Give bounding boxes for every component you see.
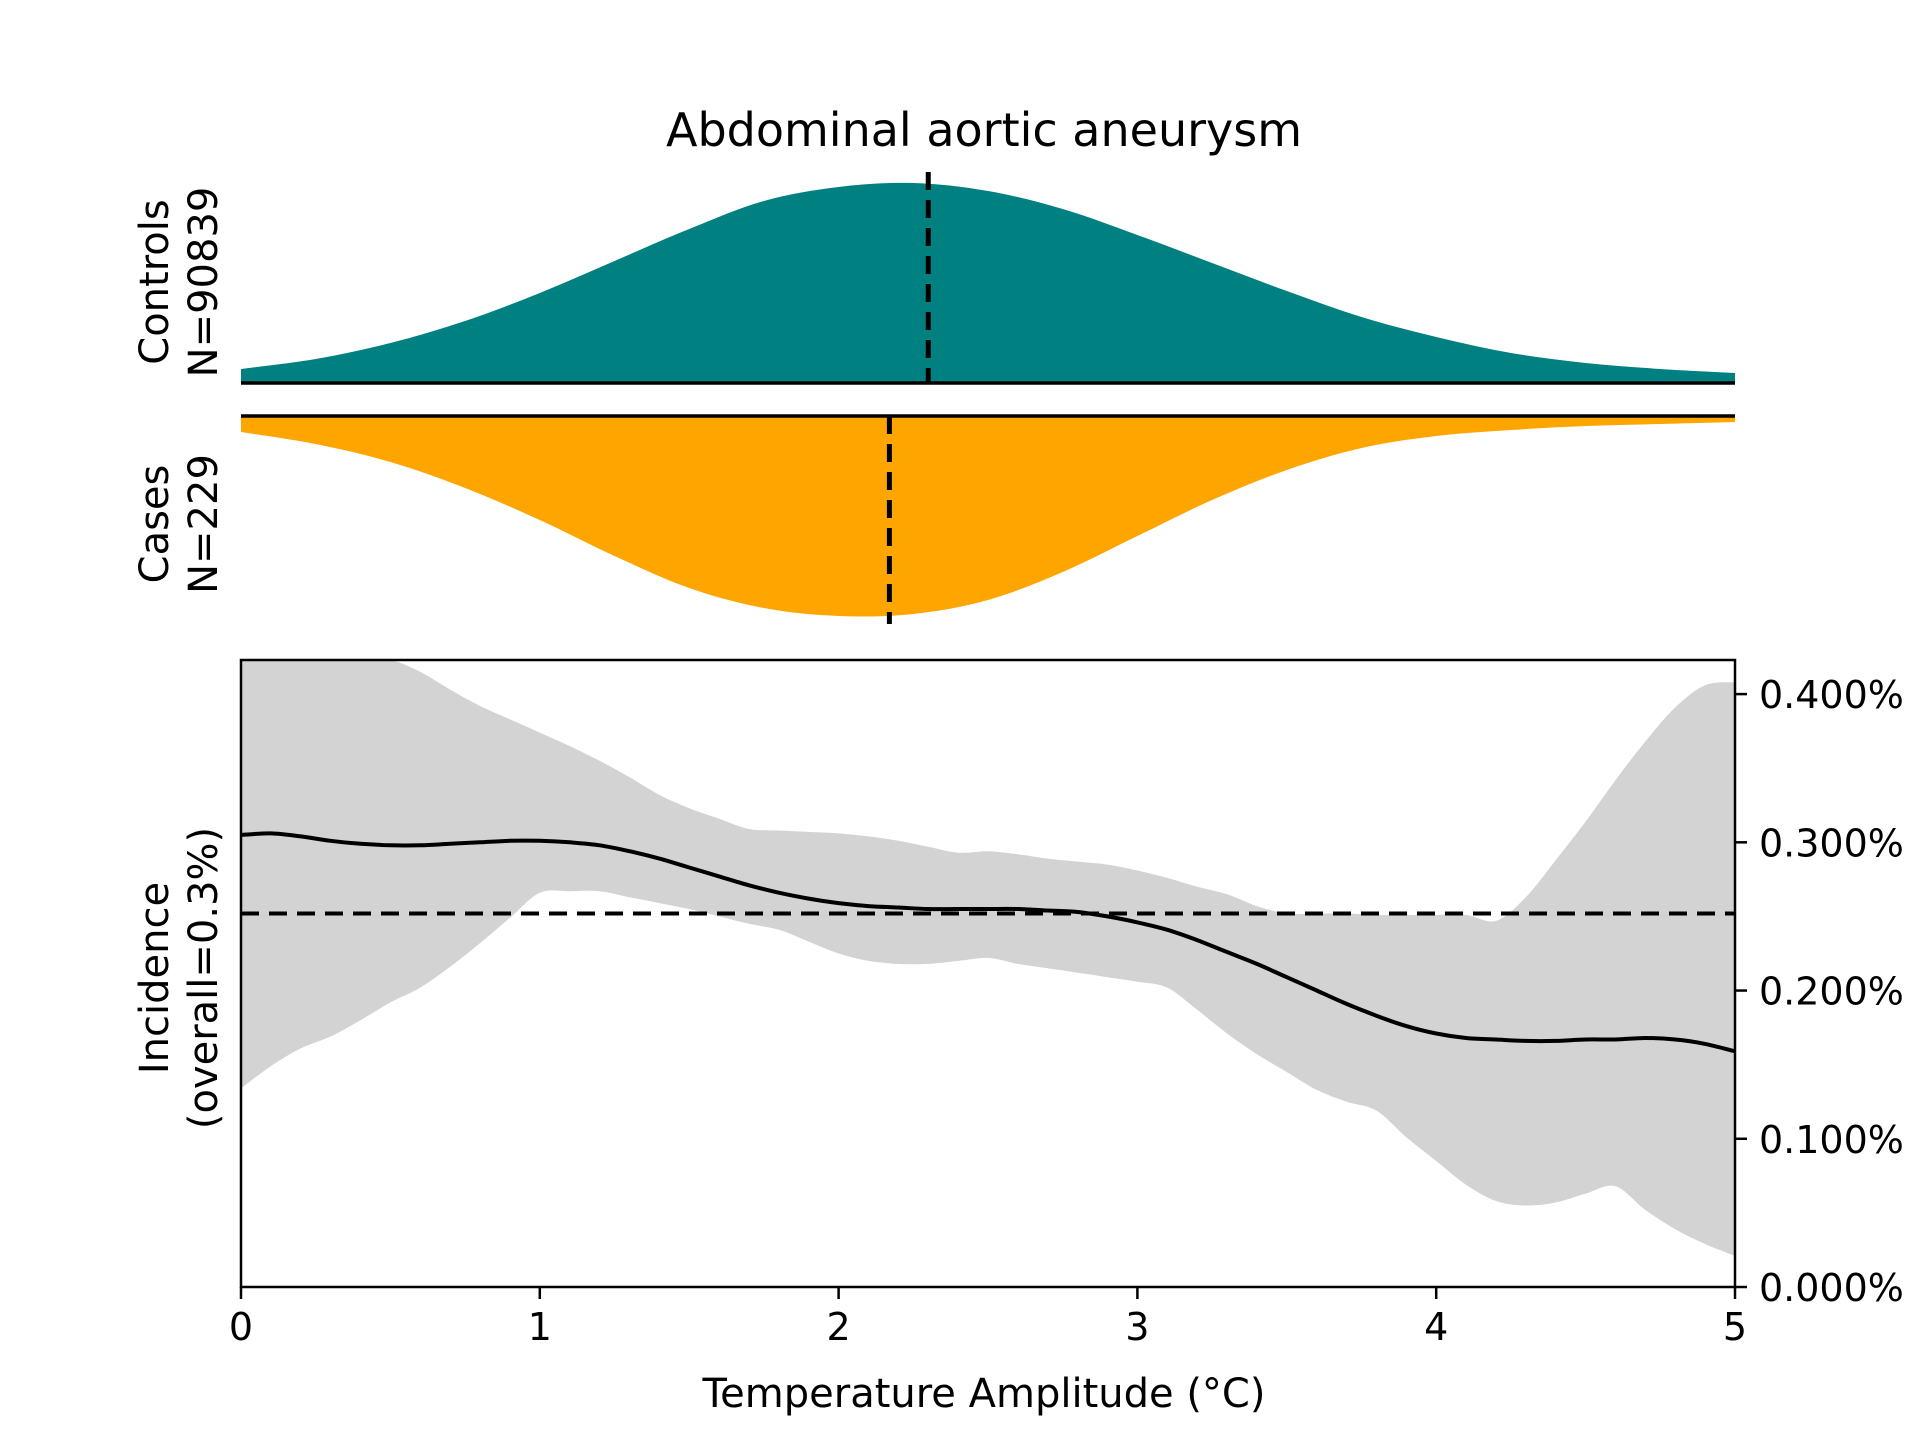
y-axis-title-line1: Incidence [132, 882, 178, 1074]
incidence-panel: 0 1 2 3 4 5 0.000% 0.100% 0.200% 0.300% 0.400% Te… [132, 658, 1904, 1417]
controls-label: Controls [132, 199, 178, 364]
cases-label: Cases [132, 465, 178, 584]
controls-count-label: N=90839 [181, 187, 227, 378]
y-axis-right: 0.000% 0.100% 0.200% 0.300% 0.400% [1735, 673, 1904, 1310]
incidence-line [240, 831, 1736, 1054]
y-tick-label: 0.100% [1759, 1118, 1904, 1162]
y-axis-title-line2: (overall=0.3%) [181, 827, 227, 1129]
x-tick-label: 4 [1424, 1305, 1448, 1349]
cases-density-area [241, 416, 1735, 617]
x-tick-label: 2 [827, 1305, 851, 1349]
x-axis: 0 1 2 3 4 5 [229, 1287, 1747, 1349]
cases-count-label: N=229 [181, 454, 227, 594]
x-tick-label: 3 [1125, 1305, 1149, 1349]
chart-title: Abdominal aortic aneurysm [666, 103, 1302, 157]
controls-panel: Controls N=90839 [132, 172, 1735, 385]
incidence-plot-area [240, 659, 1736, 1256]
x-tick-label: 1 [528, 1305, 552, 1349]
y-tick-label: 0.300% [1759, 821, 1904, 865]
cases-panel: Cases N=229 [132, 414, 1735, 624]
y-tick-label: 0.000% [1759, 1266, 1904, 1310]
y-tick-label: 0.200% [1759, 970, 1904, 1014]
x-tick-label: 0 [229, 1305, 253, 1349]
incidence-axes-frame [239, 658, 1737, 1289]
y-tick-label: 0.400% [1759, 673, 1904, 717]
x-axis-title: Temperature Amplitude (°C) [702, 1371, 1266, 1417]
x-tick-label: 5 [1723, 1305, 1747, 1349]
controls-density-area [241, 182, 1735, 383]
confidence-band [241, 659, 1735, 1256]
